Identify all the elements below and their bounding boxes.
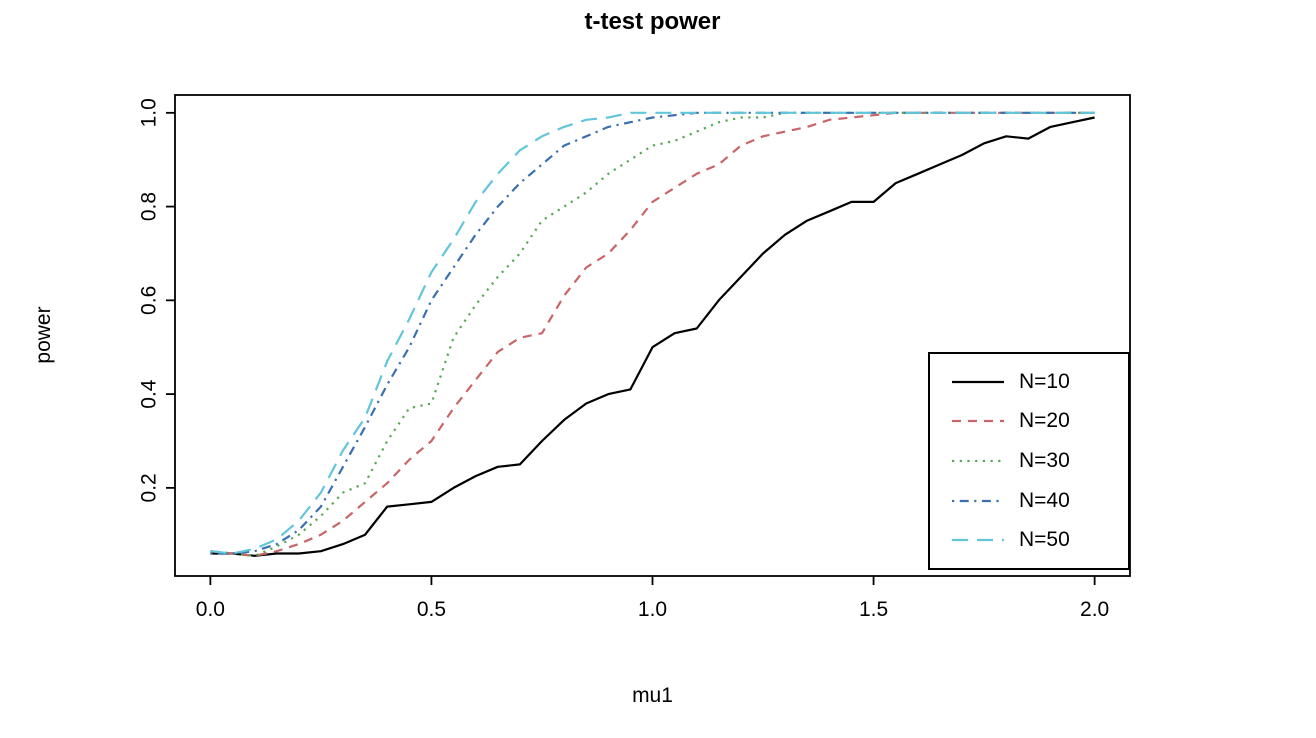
x-tick-label: 0.0 <box>196 598 225 621</box>
legend-line-sample-n30 <box>952 459 1004 463</box>
y-tick-label: 0.2 <box>138 473 161 502</box>
legend-item-n40: N=40 <box>952 489 1128 513</box>
series-line-n20 <box>210 111 1095 557</box>
legend-label-n10: N=10 <box>1019 369 1070 393</box>
legend-label-n40: N=40 <box>1019 488 1070 512</box>
series-line-n30 <box>210 111 1095 557</box>
legend-label-n50: N=50 <box>1019 528 1070 552</box>
legend-line-sample-n40 <box>952 499 1004 502</box>
x-tick-label: 1.0 <box>638 598 667 621</box>
series-line-n10 <box>210 116 1095 557</box>
legend-label-n30: N=30 <box>1019 448 1070 472</box>
legend-line-sample-n50 <box>952 539 1004 542</box>
legend-item-n30: N=30 <box>952 449 1128 473</box>
x-tick-label: 2.0 <box>1080 598 1109 621</box>
series-line-n50 <box>210 111 1095 555</box>
legend-item-n50: N=50 <box>952 528 1128 552</box>
y-tick-label: 0.4 <box>138 379 161 409</box>
y-tick-label: 0.6 <box>138 286 161 315</box>
legend-item-n10: N=10 <box>952 370 1128 394</box>
chart-title: t-test power <box>584 8 721 35</box>
legend-line-sample-n20 <box>952 420 1004 423</box>
x-tick-label: 0.5 <box>417 598 446 621</box>
y-tick-label: 1.0 <box>138 98 161 127</box>
x-axis-label: mu1 <box>632 684 673 707</box>
y-tick-label: 0.8 <box>138 192 161 221</box>
series-line-n40 <box>210 111 1095 555</box>
legend-line-sample-n10 <box>952 380 1004 383</box>
legend-item-n20: N=20 <box>952 409 1128 433</box>
x-tick-label: 1.5 <box>859 598 888 621</box>
legend: N=10 N=20 N=30 N=40 N=50 <box>928 352 1130 570</box>
legend-label-n20: N=20 <box>1019 409 1070 433</box>
